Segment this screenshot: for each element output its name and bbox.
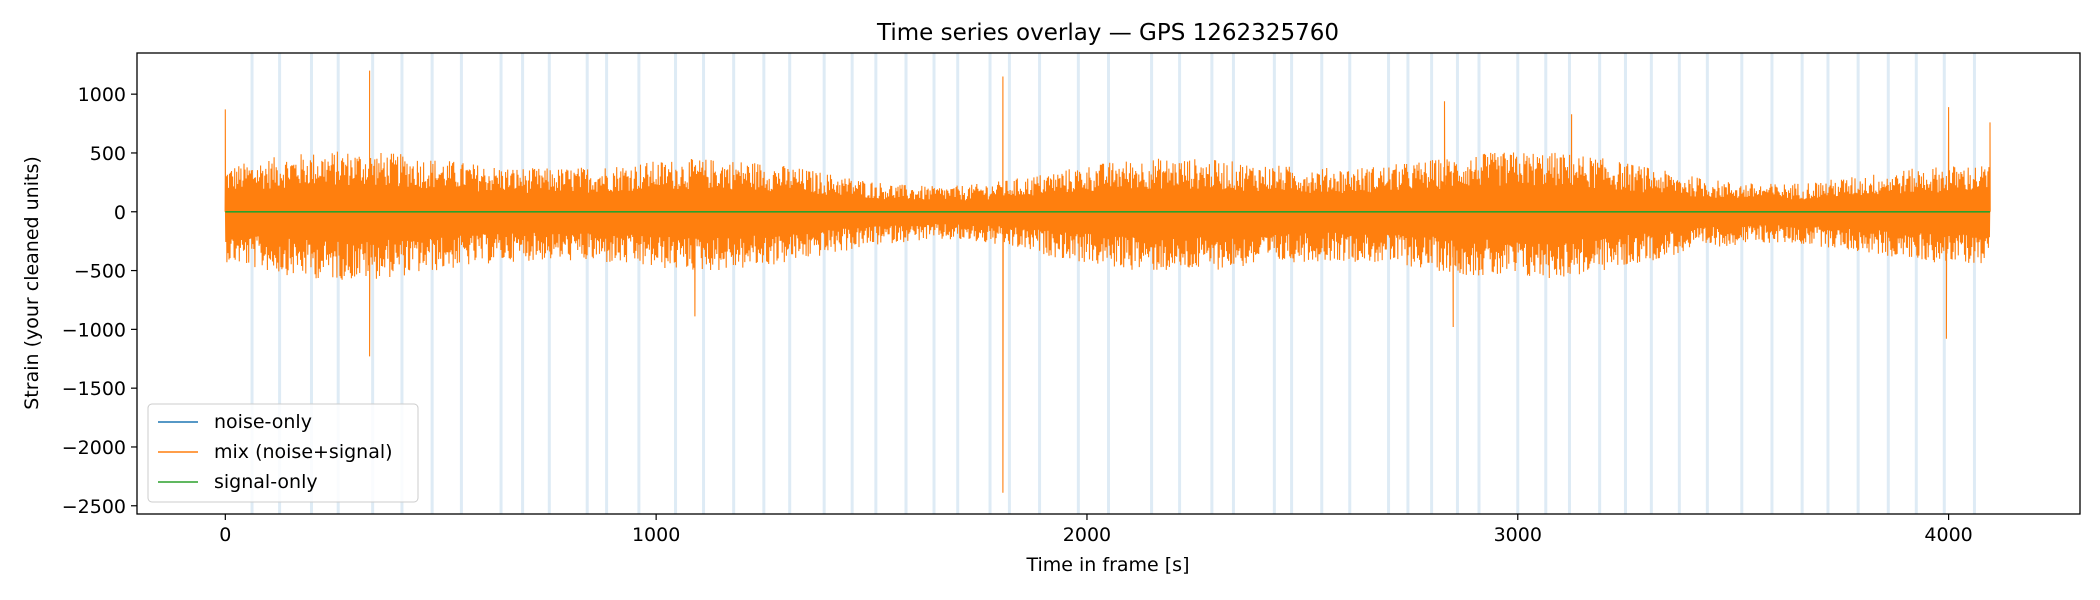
x-axis: 0 1000 2000 3000 4000 [219, 514, 1973, 546]
shaded-interval [430, 53, 434, 514]
shaded-interval [1290, 53, 1294, 514]
shaded-interval [1007, 53, 1011, 514]
shaded-interval [1942, 53, 1946, 514]
shaded-interval [459, 53, 463, 514]
shaded-intervals [250, 53, 1976, 514]
shaded-interval [1477, 53, 1481, 514]
shaded-interval [674, 53, 678, 514]
shaded-interval [1406, 53, 1410, 514]
shaded-interval [1150, 53, 1154, 514]
y-tick-label: −1500 [62, 378, 126, 400]
shaded-interval [1231, 53, 1235, 514]
shaded-interval [1272, 53, 1276, 514]
shaded-interval [1348, 53, 1352, 514]
shaded-interval [1649, 53, 1653, 514]
shaded-interval [499, 53, 503, 514]
y-tick-label: 1000 [78, 84, 126, 106]
shaded-interval [788, 53, 792, 514]
shaded-interval [1516, 53, 1520, 514]
shaded-interval [1826, 53, 1830, 514]
x-tick-label: 4000 [1924, 524, 1972, 546]
shaded-interval [1740, 53, 1744, 514]
y-tick-label: −2500 [62, 496, 126, 518]
shaded-interval [988, 53, 992, 514]
shaded-interval [637, 53, 641, 514]
shaded-interval [605, 53, 609, 514]
shaded-interval [1598, 53, 1602, 514]
shaded-interval [1567, 53, 1571, 514]
shaded-interval [1544, 53, 1548, 514]
shaded-interval [278, 53, 282, 514]
shaded-interval [1455, 53, 1459, 514]
legend-box [147, 403, 419, 503]
shaded-interval [250, 53, 254, 514]
legend-label-mix: mix (noise+signal) [214, 441, 393, 463]
shaded-interval [702, 53, 706, 514]
legend-label-noise-only: noise-only [214, 411, 312, 433]
y-tick-label: 0 [114, 202, 126, 224]
shaded-interval [1800, 53, 1804, 514]
x-tick-label: 3000 [1494, 524, 1542, 546]
shaded-interval [1705, 53, 1709, 514]
shaded-interval [874, 53, 878, 514]
shaded-interval [732, 53, 736, 514]
shaded-interval [1886, 53, 1890, 514]
shaded-interval [1914, 53, 1918, 514]
shaded-interval [1770, 53, 1774, 514]
shaded-interval [547, 53, 551, 514]
shaded-interval [585, 53, 589, 514]
plot-frame [136, 52, 2081, 515]
y-tick-label: 500 [90, 143, 126, 165]
series-layer [224, 70, 1991, 493]
shaded-interval [1623, 53, 1627, 514]
shaded-interval [850, 53, 854, 514]
shaded-interval [1972, 53, 1976, 514]
y-tick-label: −1000 [62, 319, 126, 341]
shaded-interval [956, 53, 960, 514]
y-tick-label: −2000 [62, 437, 126, 459]
shaded-interval [1178, 53, 1182, 514]
shaded-interval [1038, 53, 1042, 514]
shaded-interval [400, 53, 404, 514]
x-tick-label: 0 [219, 524, 231, 546]
x-axis-label: Time in frame [s] [1025, 554, 1189, 576]
shaded-interval [309, 53, 313, 514]
shaded-interval [1677, 53, 1681, 514]
chart-title: Time series overlay — GPS 1262325760 [876, 20, 1339, 46]
shaded-interval [904, 53, 908, 514]
shaded-interval [1320, 53, 1324, 514]
shaded-interval [1387, 53, 1391, 514]
legend-label-signal-only: signal-only [214, 471, 318, 493]
shaded-interval [932, 53, 936, 514]
shaded-interval [336, 53, 340, 514]
shaded-interval [1210, 53, 1214, 514]
y-axis: 1000 500 0 −500 −1000 −1500 −2000 −2500 [62, 84, 137, 518]
shaded-interval [521, 53, 525, 514]
y-axis-label: Strain (your cleaned units) [21, 156, 43, 410]
x-tick-label: 2000 [1063, 524, 1111, 546]
legend: noise-only mix (noise+signal) signal-onl… [147, 403, 419, 503]
shaded-interval [822, 53, 826, 514]
shaded-interval [1107, 53, 1110, 514]
series-mix [224, 70, 1991, 493]
x-tick-label: 1000 [632, 524, 680, 546]
y-tick-label: −500 [74, 261, 126, 283]
shaded-interval [1856, 53, 1860, 514]
shaded-interval [762, 53, 766, 514]
shaded-interval [1430, 53, 1434, 514]
shaded-interval [371, 53, 375, 514]
shaded-interval [1076, 53, 1080, 514]
